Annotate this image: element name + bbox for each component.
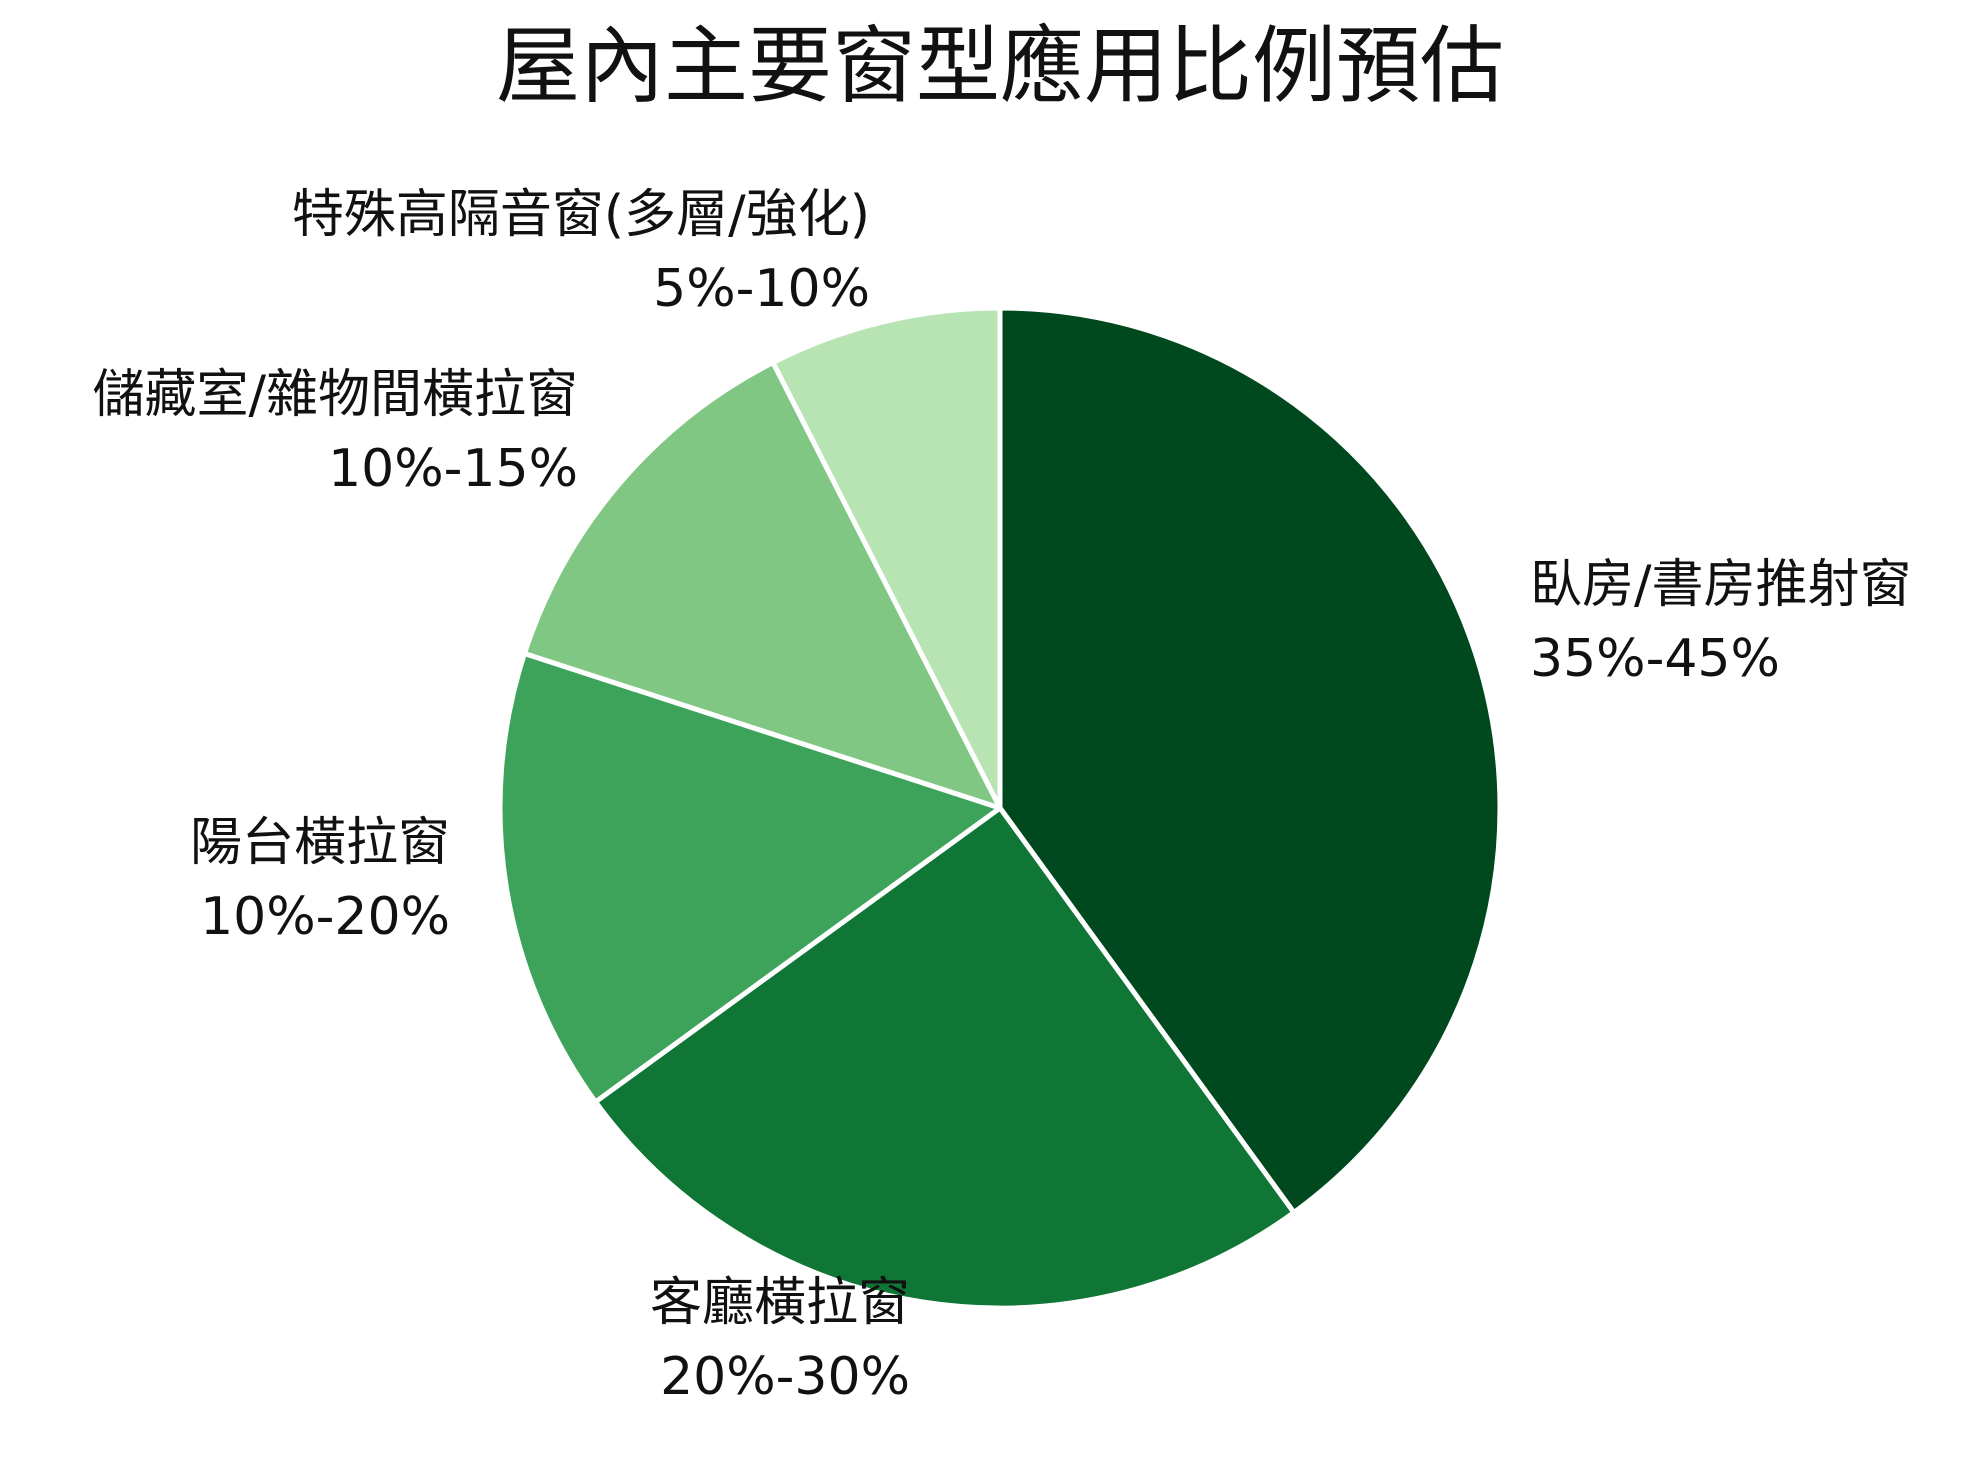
slice-range-2: 20%-30% xyxy=(660,1347,910,1407)
pie-slice-3 xyxy=(497,650,1003,1105)
slice-label-2: 客廳橫拉窗 xyxy=(650,1273,910,1333)
pie-slice-2 xyxy=(592,805,1297,1311)
slice-range-1: 35%-45% xyxy=(1530,629,1780,689)
slice-label-5: 特殊高隔音窗(多層/強化) xyxy=(292,185,870,245)
pie-slice-5 xyxy=(770,305,1003,811)
slice-range-5: 5%-10% xyxy=(653,259,870,319)
slice-labels: 臥房/書房推射窗 35%-45% 客廳橫拉窗 20%-30% 陽台橫拉窗 10%-20% 儲… xyxy=(92,185,1911,1407)
pie-slice-1 xyxy=(997,305,1503,1216)
slice-range-3: 10%-20% xyxy=(200,887,450,947)
slice-label-1: 臥房/書房推射窗 xyxy=(1530,555,1912,615)
pie-slice-4 xyxy=(521,360,1003,811)
slice-label-4: 儲藏室/雜物間橫拉窗 xyxy=(92,365,578,425)
chart-title: 屋內主要窗型應用比例預估 xyxy=(496,17,1504,115)
slice-range-4: 10%-15% xyxy=(328,439,578,499)
pie-slices xyxy=(497,305,1503,1311)
slice-label-3: 陽台橫拉窗 xyxy=(190,813,450,873)
